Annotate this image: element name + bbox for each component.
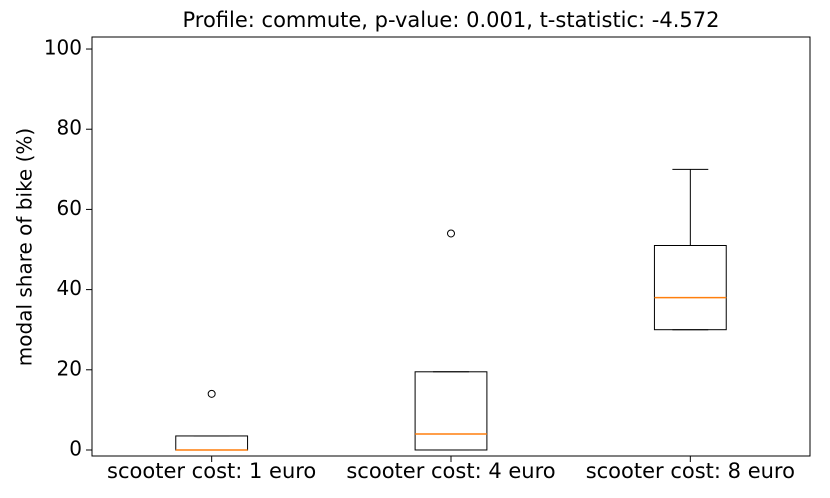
y-tick-label: 80 <box>57 116 82 140</box>
x-tick-label: scooter cost: 8 euro <box>586 459 795 483</box>
box <box>414 371 488 451</box>
outlier <box>447 229 455 238</box>
plot-frame <box>91 36 811 457</box>
box <box>653 244 727 331</box>
y-tick-label: 0 <box>69 436 82 460</box>
chart-title: Profile: commute, p-value: 0.001, t-stat… <box>182 8 719 32</box>
outlier <box>207 389 216 398</box>
y-tick-label: 40 <box>57 276 82 300</box>
y-tick-label: 20 <box>57 356 82 380</box>
box <box>175 435 249 451</box>
x-tick-label: scooter cost: 1 euro <box>107 459 316 483</box>
x-tick-label: scooter cost: 4 euro <box>346 459 555 483</box>
y-axis-label: modal share of bike (%) <box>13 128 37 366</box>
y-tick-label: 60 <box>57 196 82 220</box>
y-tick-label: 100 <box>44 36 82 60</box>
